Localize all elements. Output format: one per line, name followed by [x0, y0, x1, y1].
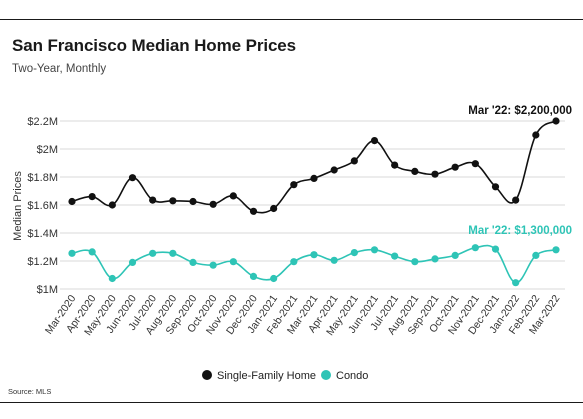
x-tick-labels: Mar-2020Apr-2020May-2020Jun-2020Jul-2020… [43, 293, 563, 338]
condo-legend-marker [321, 370, 331, 380]
single-family-home-point [310, 174, 318, 182]
condo-point [370, 246, 379, 254]
single-family-home-point [350, 157, 358, 165]
condo-point [209, 261, 217, 269]
condo-point [270, 274, 278, 283]
single-family-home-point [471, 160, 479, 168]
condo-point [391, 252, 399, 260]
series-points [68, 117, 560, 287]
single-family-home-point [189, 197, 197, 206]
condo-point [350, 249, 358, 257]
legend: Single-Family Home Condo [202, 370, 368, 382]
source-note: Source: MLS [8, 387, 52, 396]
single-family-home-point [330, 166, 338, 174]
single-family-home-point [270, 204, 278, 213]
top-rule [0, 19, 583, 20]
condo-point [330, 256, 338, 264]
y-tick-label: $1.8M [27, 172, 58, 184]
single-family-home-point [431, 170, 439, 178]
single-family-home-line [71, 120, 557, 214]
single-family-home-point [249, 207, 258, 215]
single-family-home-legend-label: Single-Family Home [217, 370, 316, 382]
condo-point [491, 245, 500, 253]
single-family-home-point [68, 197, 76, 206]
condo-point [411, 258, 419, 266]
y-tick-label: $2.2M [27, 116, 58, 128]
single-family-home-point [411, 167, 419, 175]
condo-point [229, 258, 237, 266]
condo-point [310, 251, 318, 259]
y-tick-label: $1.6M [27, 200, 58, 212]
condo-point [169, 249, 177, 257]
chart-subtitle: Two-Year, Monthly [12, 63, 107, 75]
condo-point [68, 249, 76, 257]
single-family-home-point [108, 201, 116, 209]
single-family-home-point [370, 137, 379, 145]
condo-point [189, 258, 197, 266]
single-family-home-point [512, 196, 520, 204]
single-family-home-point [128, 174, 137, 182]
bottom-rule [0, 402, 583, 403]
condo-point [431, 255, 439, 263]
single-family-home-point [552, 117, 560, 125]
condo-point [552, 246, 560, 254]
condo-point [512, 279, 520, 287]
single-family-home-point [229, 192, 237, 200]
y-tick-label: $1.4M [27, 228, 58, 240]
single-family-home-point [290, 181, 298, 189]
single-family-home-point [149, 196, 157, 204]
single-family-home-point [88, 193, 96, 201]
single-family-home-point [451, 163, 459, 171]
y-tick-label: $2M [37, 144, 58, 156]
single-family-home-point [391, 161, 399, 169]
condo-annotation: Mar '22: $1,300,000 [468, 225, 572, 237]
condo-point [451, 251, 459, 259]
condo-legend-label: Condo [336, 370, 368, 382]
condo-point [128, 258, 137, 266]
single-family-home-point [209, 200, 217, 208]
condo-point [471, 244, 479, 252]
condo-point [290, 258, 298, 266]
condo-point [532, 251, 540, 259]
y-tick-labels: $1M $1.2M $1.4M $1.6M $1.8M $2M $2.2M [27, 116, 58, 296]
condo-point [149, 249, 157, 257]
single-family-home-legend-marker [202, 370, 212, 380]
condo-point [108, 274, 116, 283]
single-family-home-annotation: Mar '22: $2,200,000 [468, 105, 572, 117]
condo-point [88, 248, 96, 256]
single-family-home-point [169, 197, 177, 205]
y-tick-label: $1M [37, 284, 58, 296]
single-family-home-point [491, 183, 500, 191]
chart-title: San Francisco Median Home Prices [12, 36, 297, 55]
single-family-home-point [532, 131, 540, 139]
y-tick-label: $1.2M [27, 256, 58, 268]
annotations: Mar '22: $2,200,000 Mar '22: $1,300,000 [468, 105, 572, 237]
series-lines [71, 120, 557, 284]
y-axis-label: Median Prices [12, 171, 24, 241]
grid-lines [60, 120, 565, 290]
condo-point [249, 272, 258, 280]
